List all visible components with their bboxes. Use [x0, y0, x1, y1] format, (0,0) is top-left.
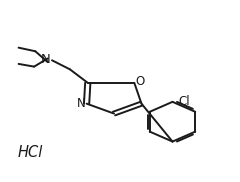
Text: Cl: Cl [179, 95, 190, 108]
Text: N: N [40, 53, 50, 66]
Text: N: N [77, 97, 85, 110]
Text: HCl: HCl [17, 145, 43, 160]
Text: O: O [135, 76, 145, 88]
